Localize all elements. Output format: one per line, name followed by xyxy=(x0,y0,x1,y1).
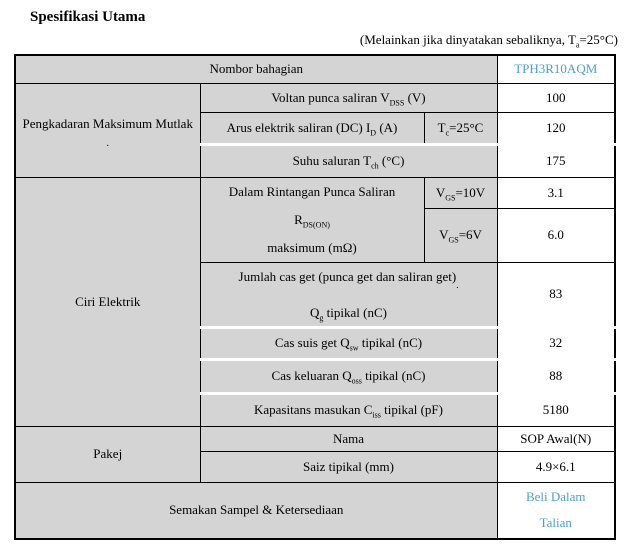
group-absolute-maximum-ratings: Pengkadaran Maksimum Mutlak. xyxy=(14,82,201,178)
tch-unit: (°C) xyxy=(378,153,405,168)
rdson-vgs10-value: 3.1 xyxy=(496,176,616,210)
condition-note-pre: (Melainkan jika dinyatakan sebaliknya, T xyxy=(359,32,576,47)
qsw-unit: tipikal (nC) xyxy=(358,335,423,350)
spec-table: Nombor bahagian TPH3R10AQM Pengkadaran M… xyxy=(14,54,616,540)
qoss-label-text: Cas keluaran Q xyxy=(271,368,352,383)
tch-label-text: Suhu saluran T xyxy=(292,153,372,168)
buy-online-link[interactable]: Beli Dalam Talian xyxy=(496,481,616,540)
qoss-label: Cas keluaran Qoss tipikal (nC) xyxy=(199,357,498,394)
vgs6-value-text: =6V xyxy=(458,227,482,243)
qoss-value: 88 xyxy=(496,357,616,394)
row-qg: Jumlah cas get (punca get dan saliran ge… xyxy=(15,261,616,328)
row-rdson-vgs10: Ciri Elektrik Dalam Rintangan Punca Sali… xyxy=(14,176,616,427)
rdson-label-line3: maksimum (mΩ) xyxy=(267,239,357,255)
tch-value: 175 xyxy=(496,142,616,178)
qoss-unit: tipikal (nC) xyxy=(361,368,426,383)
ciss-value: 5180 xyxy=(496,391,616,427)
ciss-unit: tipikal (pF) xyxy=(380,402,443,417)
qsw-label: Cas suis get Qsw tipikal (nC) xyxy=(199,325,498,360)
row-rdson-vgs6: VGS=6V 6.0 xyxy=(15,208,616,263)
vgs6-subscript: GS xyxy=(448,236,459,246)
tch-label: Suhu saluran Tch (°C) xyxy=(199,142,498,178)
rdson-condition-vgs6: VGS=6V xyxy=(423,208,498,263)
tch-subscript: ch xyxy=(371,161,379,171)
id-subscript: D xyxy=(370,128,377,138)
vdss-value: 100 xyxy=(496,82,616,113)
id-condition-subscript: c xyxy=(445,128,450,138)
rdson-label: Dalam Rintangan Punca Saliran RDS(ON) ma… xyxy=(199,176,425,263)
row-tch: Suhu saluran Tch (°C) 175 xyxy=(15,142,616,178)
row-ciss: Kapasitans masukan Ciss tipikal (pF) 518… xyxy=(15,391,616,427)
id-condition: Tc=25°C xyxy=(423,111,498,145)
group-package: Pakej xyxy=(14,425,201,483)
vgs6-text: V xyxy=(439,227,449,243)
group-electrical-characteristics: Ciri Elektrik xyxy=(14,176,201,427)
condition-note-sub: a xyxy=(575,40,580,50)
row-part-number: Nombor bahagian TPH3R10AQM xyxy=(14,54,616,84)
group-package-label: Pakej xyxy=(93,446,123,461)
rdson-condition-vgs10: VGS=10V xyxy=(423,176,498,210)
qsw-label-text: Cas suis get Q xyxy=(274,335,350,350)
rdson-label-line2: RDS(ON) xyxy=(207,206,418,234)
ciss-subscript: iss xyxy=(372,410,381,420)
row-package-name: Pakej Nama SOP Awal(N) xyxy=(14,425,616,483)
qg-subscript: g xyxy=(319,313,324,323)
id-label-text: Arus elektrik saliran (DC) I xyxy=(226,119,371,135)
stray-dot: . xyxy=(456,279,459,290)
condition-note: (Melainkan jika dinyatakan sebaliknya, T… xyxy=(359,32,618,50)
row-qsw: Cas suis get Qsw tipikal (nC) 32 xyxy=(15,325,616,360)
qg-symbol: Q xyxy=(310,304,320,320)
qg-label: Jumlah cas get (punca get dan saliran ge… xyxy=(199,261,498,328)
ciss-label-text: Kapasitans masukan C xyxy=(254,402,373,417)
vdss-subscript: DSS xyxy=(389,98,405,108)
vdss-unit: (V) xyxy=(404,89,426,105)
part-number-label: Nombor bahagian xyxy=(14,54,498,84)
part-number-value[interactable]: TPH3R10AQM xyxy=(496,54,616,84)
page-title: Spesifikasi Utama xyxy=(30,9,146,25)
rdson-vgs6-value: 6.0 xyxy=(496,208,616,263)
qg-label-line1-text: Jumlah cas get (punca get dan saliran ge… xyxy=(238,268,457,284)
qg-value: 83 xyxy=(496,261,616,328)
package-name-value: SOP Awal(N) xyxy=(496,425,616,452)
id-unit: (A) xyxy=(376,119,398,135)
package-size-label: Saiz tipikal (mm) xyxy=(199,450,498,483)
rdson-label-line1: Dalam Rintangan Punca Saliran xyxy=(228,183,396,199)
package-size-value: 4.9×6.1 xyxy=(496,450,616,483)
qoss-subscript: oss xyxy=(351,376,362,386)
vgs10-subscript: GS xyxy=(445,193,456,203)
qg-label-line1: Jumlah cas get (punca get dan saliran ge… xyxy=(207,263,491,299)
qg-label-line2: Qg tipikal (nC) xyxy=(207,299,491,326)
vgs10-text: V xyxy=(435,184,446,200)
package-name-label: Nama xyxy=(199,425,498,452)
id-condition-value: =25°C xyxy=(449,119,484,135)
vdss-label: Voltan punca saliran VDSS (V) xyxy=(199,82,498,113)
row-id: Arus elektrik saliran (DC) ID (A) Tc=25°… xyxy=(15,111,616,145)
id-value: 120 xyxy=(496,111,616,145)
row-vdss: Pengkadaran Maksimum Mutlak. Voltan punc… xyxy=(14,82,616,178)
row-sample-availability: Semakan Sampel & Ketersediaan Beli Dalam… xyxy=(14,481,616,540)
rdson-symbol: R xyxy=(294,211,303,227)
stray-dot: . xyxy=(106,138,110,149)
condition-note-post: =25°C) xyxy=(579,32,618,47)
ciss-label: Kapasitans masukan Ciss tipikal (pF) xyxy=(199,391,498,427)
vdss-label-text: Voltan punca saliran V xyxy=(271,89,390,105)
id-label: Arus elektrik saliran (DC) ID (A) xyxy=(199,111,425,145)
row-qoss: Cas keluaran Qoss tipikal (nC) 88 xyxy=(15,357,616,394)
row-package-size: Saiz tipikal (mm) 4.9×6.1 xyxy=(15,450,616,483)
group-absolute-maximum-ratings-label: Pengkadaran Maksimum Mutlak xyxy=(22,116,193,131)
group-electrical-characteristics-label: Ciri Elektrik xyxy=(75,293,141,309)
qsw-value: 32 xyxy=(496,325,616,360)
vgs10-value-text: =10V xyxy=(455,184,486,200)
sample-availability-label: Semakan Sampel & Ketersediaan xyxy=(14,481,498,540)
qg-unit: tipikal (nC) xyxy=(323,304,387,320)
rdson-subscript: DS(ON) xyxy=(302,220,330,230)
id-condition-text: T xyxy=(437,119,446,135)
qsw-subscript: sw xyxy=(349,343,359,353)
